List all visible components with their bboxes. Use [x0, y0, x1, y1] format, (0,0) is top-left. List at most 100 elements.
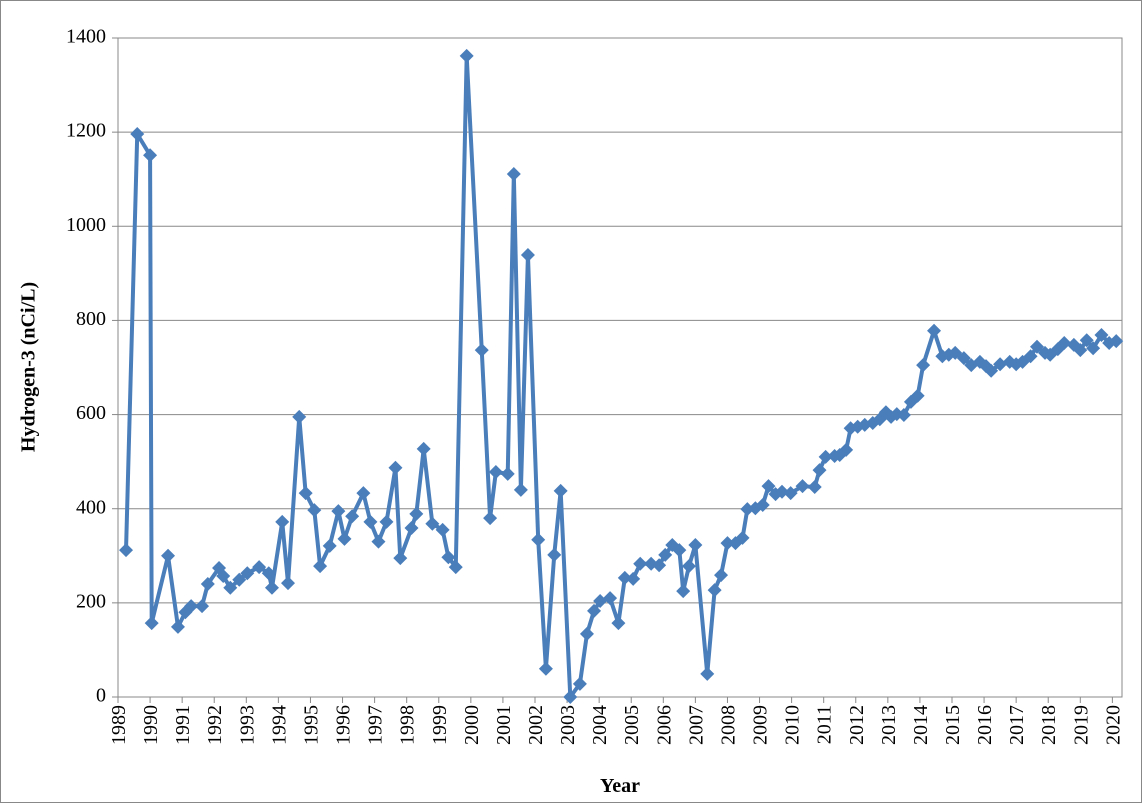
data-point [216, 569, 231, 584]
x-tick-label: 2000 [461, 705, 483, 745]
y-tick-label: 400 [76, 496, 106, 518]
x-tick-label: 2003 [557, 705, 579, 745]
x-tick-label: 2020 [1102, 705, 1124, 745]
data-point [993, 357, 1008, 372]
x-tick-label: 1996 [333, 705, 355, 745]
data-point [563, 690, 578, 704]
data-point [603, 591, 618, 606]
data-point [313, 559, 328, 574]
data-point [371, 534, 386, 549]
y-tick-label: 800 [76, 308, 106, 330]
x-tick-label: 2013 [878, 705, 900, 745]
data-point [531, 532, 546, 547]
x-tick-label: 2005 [621, 705, 643, 745]
data-point [626, 571, 641, 586]
data-point [425, 516, 440, 531]
data-point [707, 583, 722, 598]
data-point [240, 566, 255, 581]
data-point [409, 506, 424, 521]
x-tick-label: 2002 [525, 705, 547, 745]
data-point [652, 558, 667, 573]
y-axis-title: Hydrogen-3 (nCi/L) [18, 282, 40, 452]
data-point [714, 568, 729, 583]
data-point [223, 580, 238, 595]
x-tick-label: 1997 [365, 705, 387, 745]
data-point [261, 566, 276, 581]
x-tick-label: 1989 [108, 705, 130, 745]
data-point [1079, 333, 1094, 348]
y-tick-label: 1200 [66, 120, 106, 142]
data-point [783, 486, 798, 501]
y-tick-label: 200 [76, 590, 106, 612]
data-point [593, 593, 608, 608]
data-point [1073, 343, 1088, 358]
data-point [298, 486, 313, 501]
data-point [200, 577, 215, 592]
data-point [735, 530, 750, 545]
data-point [379, 514, 394, 529]
data-point [264, 580, 279, 595]
data-point [681, 559, 696, 574]
data-point [740, 502, 755, 517]
data-point [812, 463, 827, 478]
data-point [143, 148, 158, 163]
data-point [483, 511, 498, 526]
data-point [232, 572, 247, 587]
data-point [572, 676, 587, 691]
y-tick-label: 1400 [66, 26, 106, 48]
data-point [195, 599, 210, 614]
data-point [356, 486, 371, 501]
data-point [130, 127, 145, 142]
data-point [331, 504, 346, 519]
x-tick-label: 1998 [397, 705, 419, 745]
x-tick-label: 2015 [942, 705, 964, 745]
data-point [441, 550, 456, 565]
data-point [1029, 339, 1044, 354]
x-tick-label: 2004 [589, 705, 611, 745]
data-point [459, 48, 474, 63]
data-point [700, 666, 715, 681]
data-point [520, 247, 535, 262]
x-tick-label: 2017 [1006, 705, 1028, 745]
data-point [755, 497, 770, 512]
data-point [807, 480, 822, 495]
x-tick-label: 2006 [653, 705, 675, 745]
x-tick-label: 1990 [140, 705, 162, 745]
data-point [1094, 328, 1109, 343]
data-point [404, 521, 419, 536]
data-point [553, 483, 568, 498]
data-point [345, 509, 360, 524]
data-point [538, 661, 553, 676]
data-point [144, 616, 159, 631]
data-point [513, 482, 528, 497]
y-tick-label: 1000 [66, 214, 106, 236]
data-point [275, 514, 290, 529]
data-point [363, 514, 378, 529]
x-tick-label: 1992 [204, 705, 226, 745]
data-point [1109, 334, 1124, 349]
data-point [795, 479, 810, 494]
data-point [720, 536, 735, 551]
data-point [393, 551, 408, 566]
data-point [474, 343, 489, 358]
data-point [818, 449, 833, 464]
data-point [119, 543, 134, 558]
data-point [676, 584, 691, 599]
data-point [184, 599, 199, 614]
data-point [910, 388, 925, 403]
data-point [252, 560, 267, 575]
data-point [956, 351, 971, 366]
x-tick-label: 2010 [782, 705, 804, 745]
data-point [337, 531, 352, 546]
data-point [281, 576, 296, 591]
data-point [435, 522, 450, 537]
data-point [292, 409, 307, 424]
x-tick-label: 2008 [717, 705, 739, 745]
data-point [448, 560, 463, 575]
x-tick-label: 1994 [268, 705, 290, 745]
data-point [672, 543, 687, 558]
data-point [839, 442, 854, 457]
x-tick-label: 1991 [172, 705, 194, 745]
data-point [500, 466, 515, 481]
